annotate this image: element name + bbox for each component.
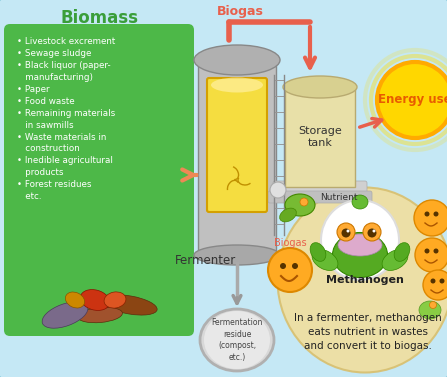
Ellipse shape xyxy=(285,194,315,216)
Ellipse shape xyxy=(194,45,280,75)
Ellipse shape xyxy=(333,233,388,277)
Circle shape xyxy=(434,211,439,216)
Ellipse shape xyxy=(104,292,126,308)
Circle shape xyxy=(415,238,447,272)
Ellipse shape xyxy=(65,292,84,308)
Ellipse shape xyxy=(280,208,296,222)
Circle shape xyxy=(439,279,444,284)
Text: In a fermenter, methanogen
eats nutrient in wastes
and convert it to biogas.: In a fermenter, methanogen eats nutrient… xyxy=(294,313,442,351)
Circle shape xyxy=(434,248,439,253)
Ellipse shape xyxy=(278,187,447,372)
Text: Biomass: Biomass xyxy=(60,9,138,27)
Ellipse shape xyxy=(103,295,157,315)
Ellipse shape xyxy=(394,243,410,261)
Text: Nutrient: Nutrient xyxy=(320,193,358,201)
FancyBboxPatch shape xyxy=(285,87,355,187)
Text: Biogas: Biogas xyxy=(216,6,263,18)
FancyBboxPatch shape xyxy=(268,191,372,203)
Circle shape xyxy=(292,263,298,269)
Circle shape xyxy=(280,263,286,269)
Circle shape xyxy=(414,200,447,236)
FancyBboxPatch shape xyxy=(4,24,194,336)
FancyBboxPatch shape xyxy=(198,60,276,255)
Circle shape xyxy=(337,223,355,241)
Text: • Livestock excrement
• Sewage sludge
• Black liquor (paper-
   manufacturing)
•: • Livestock excrement • Sewage sludge • … xyxy=(17,37,115,201)
Ellipse shape xyxy=(194,245,280,265)
Text: Fermentation
residue
(compost,
etc.): Fermentation residue (compost, etc.) xyxy=(211,318,263,362)
Circle shape xyxy=(423,270,447,300)
Text: Energy use: Energy use xyxy=(378,93,447,106)
Text: Biogas: Biogas xyxy=(274,238,306,248)
Ellipse shape xyxy=(42,302,88,328)
Circle shape xyxy=(270,182,286,198)
Ellipse shape xyxy=(312,250,338,270)
Circle shape xyxy=(425,248,430,253)
Ellipse shape xyxy=(382,250,408,270)
Ellipse shape xyxy=(352,195,368,209)
Text: Fermenter: Fermenter xyxy=(174,253,236,267)
Circle shape xyxy=(346,230,350,233)
Ellipse shape xyxy=(310,243,326,261)
Ellipse shape xyxy=(200,309,274,371)
Ellipse shape xyxy=(80,290,110,310)
Ellipse shape xyxy=(204,311,270,369)
Circle shape xyxy=(430,302,437,308)
FancyBboxPatch shape xyxy=(207,78,267,212)
Ellipse shape xyxy=(321,200,399,280)
Circle shape xyxy=(300,198,308,206)
Ellipse shape xyxy=(338,234,382,256)
Ellipse shape xyxy=(78,307,122,323)
Circle shape xyxy=(372,230,375,233)
Circle shape xyxy=(425,211,430,216)
Ellipse shape xyxy=(419,301,441,319)
Text: Storage
tank: Storage tank xyxy=(298,126,342,148)
Circle shape xyxy=(367,228,376,238)
Ellipse shape xyxy=(211,78,263,92)
FancyBboxPatch shape xyxy=(273,181,367,197)
Ellipse shape xyxy=(283,76,357,98)
Text: Methanogen: Methanogen xyxy=(326,275,404,285)
Circle shape xyxy=(430,279,435,284)
Circle shape xyxy=(363,223,381,241)
Circle shape xyxy=(342,228,350,238)
Circle shape xyxy=(377,62,447,138)
Circle shape xyxy=(268,248,312,292)
